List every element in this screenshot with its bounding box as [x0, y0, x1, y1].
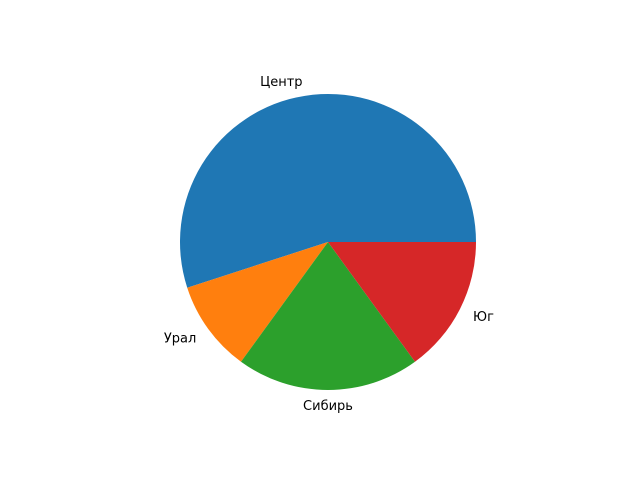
slice-label: Урал: [164, 332, 196, 347]
pie-slice-3: [328, 242, 476, 362]
slice-label: Юг: [473, 310, 494, 325]
slice-label: Сибирь: [303, 399, 353, 414]
pie-slice-0: [180, 94, 477, 288]
pie-slice-2: [241, 242, 415, 390]
slice-label: Центр: [260, 75, 302, 90]
pie-slice-1: [187, 242, 328, 362]
